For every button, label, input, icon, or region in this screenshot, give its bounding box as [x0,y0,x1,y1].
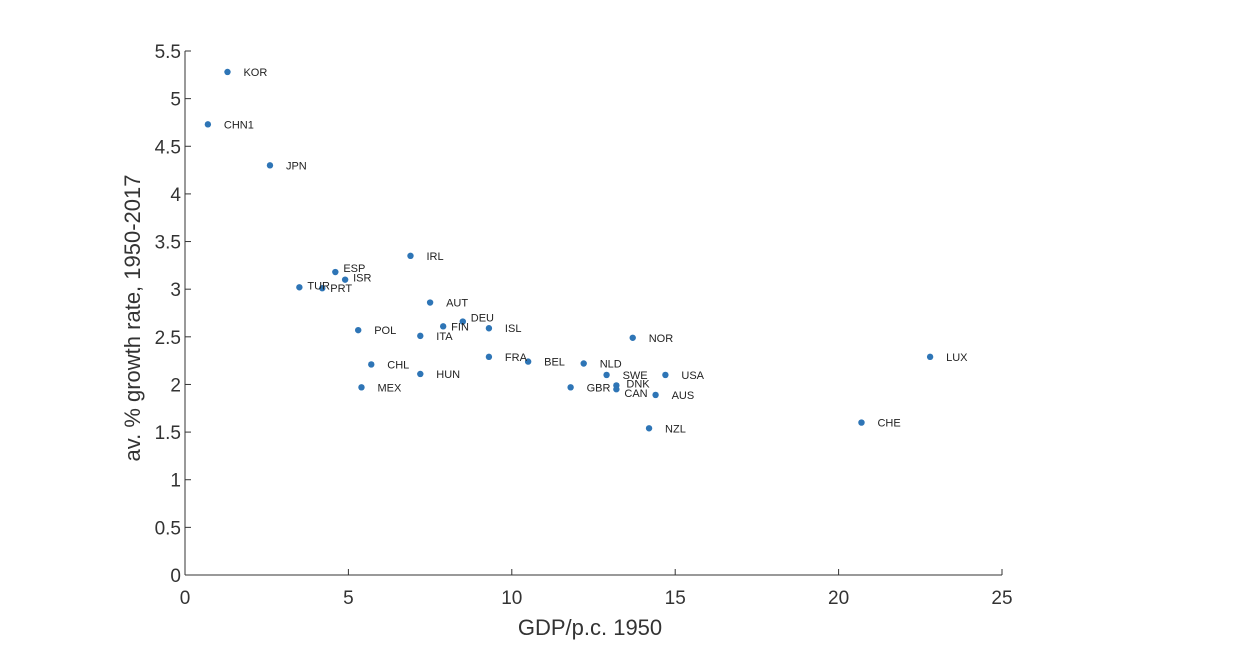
point-label-esp: ESP [343,263,365,275]
point-label-can: CAN [624,388,647,400]
point-label-dnk: DNK [626,378,650,390]
y-tick-label: 5 [170,90,181,111]
point-label-irl: IRL [426,251,443,263]
data-point-lux [926,353,934,361]
point-label-fra: FRA [505,352,528,364]
data-point-prt [319,285,326,292]
data-point-hun [417,370,424,378]
point-label-aus: AUS [672,390,695,402]
point-label-prt: PRT [330,283,352,295]
point-label-jpn: JPN [286,160,307,172]
data-point-nor [629,334,636,341]
data-point-mex [358,384,365,391]
point-label-isl: ISL [505,323,522,335]
data-point-kor [224,68,231,76]
data-point-ita [417,332,424,340]
point-label-ita: ITA [436,331,453,343]
point-label-swe: SWE [623,370,648,382]
y-tick-label: 0 [170,566,181,587]
point-label-tur: TUR [307,280,330,292]
data-point-bel [524,358,532,365]
x-tick-label: 5 [343,588,354,609]
y-tick-label: 4 [170,185,181,206]
data-point-isl [485,325,493,332]
x-tick-label: 10 [501,588,522,609]
y-tick-label: 2 [170,375,181,396]
point-label-nzl: NZL [665,423,686,435]
point-label-che: CHE [877,418,900,430]
data-point-aus [652,391,659,399]
y-ticks: 0 0.5 1 1.5 2 2.5 3 3.5 4 4.5 5 5.5 [155,42,191,587]
x-axis-title: GDP/p.c. 1950 [518,615,662,640]
data-point-deu [459,318,466,325]
point-label-chl: CHL [387,359,409,371]
y-tick-label: 3 [170,280,181,301]
point-label-lux: LUX [946,352,968,364]
data-point-isr [341,276,349,283]
point-label-fin: FIN [451,321,469,333]
point-label-deu: DEU [471,313,494,325]
point-label-hun: HUN [436,369,460,381]
y-tick-label: 0.5 [155,518,181,539]
axes [184,51,1002,576]
point-label-usa: USA [681,370,704,382]
data-point-can [613,386,620,393]
data-point-pol [355,326,362,334]
point-label-mex: MEX [377,382,402,394]
data-point-jpn [266,162,274,169]
data-point-esp [332,268,339,276]
point-label-pol: POL [374,325,396,337]
data-point-swe [603,371,610,379]
y-tick-label: 2.5 [155,328,181,349]
point-label-bel: BEL [544,357,565,369]
point-label-gbr: GBR [587,382,611,394]
data-point-usa [662,371,669,379]
point-label-isr: ISR [353,273,371,285]
y-tick-label: 1.5 [155,423,181,444]
y-tick-label: 3.5 [155,233,181,254]
y-tick-label: 5.5 [155,42,181,63]
point-label-aut: AUT [446,298,468,310]
data-point-chn1 [204,121,212,128]
y-tick-label: 1 [170,471,181,492]
y-tick-label: 4.5 [155,137,181,158]
y-axis-title: av. % growth rate, 1950-2017 [120,175,145,462]
data-point-nld [580,360,587,367]
data-point-nzl [645,425,653,432]
data-point-aut [426,299,434,306]
point-label-kor: KOR [243,67,267,79]
data-point-gbr [567,384,574,391]
point-label-nor: NOR [649,333,674,345]
data-point-irl [407,252,414,260]
data-point-fra [485,353,493,361]
data-points [204,68,934,432]
data-point-che [858,419,865,426]
data-point-fin [439,323,447,330]
point-label-nld: NLD [600,358,622,370]
data-point-chl [368,361,375,368]
x-tick-label: 0 [180,588,191,609]
x-tick-label: 15 [665,588,686,609]
point-label-chn1: CHN1 [224,119,254,131]
x-ticks: 0 5 10 15 20 25 [180,569,1013,609]
x-tick-label: 20 [828,588,849,609]
data-point-tur [296,284,303,291]
x-tick-label: 25 [991,588,1012,609]
